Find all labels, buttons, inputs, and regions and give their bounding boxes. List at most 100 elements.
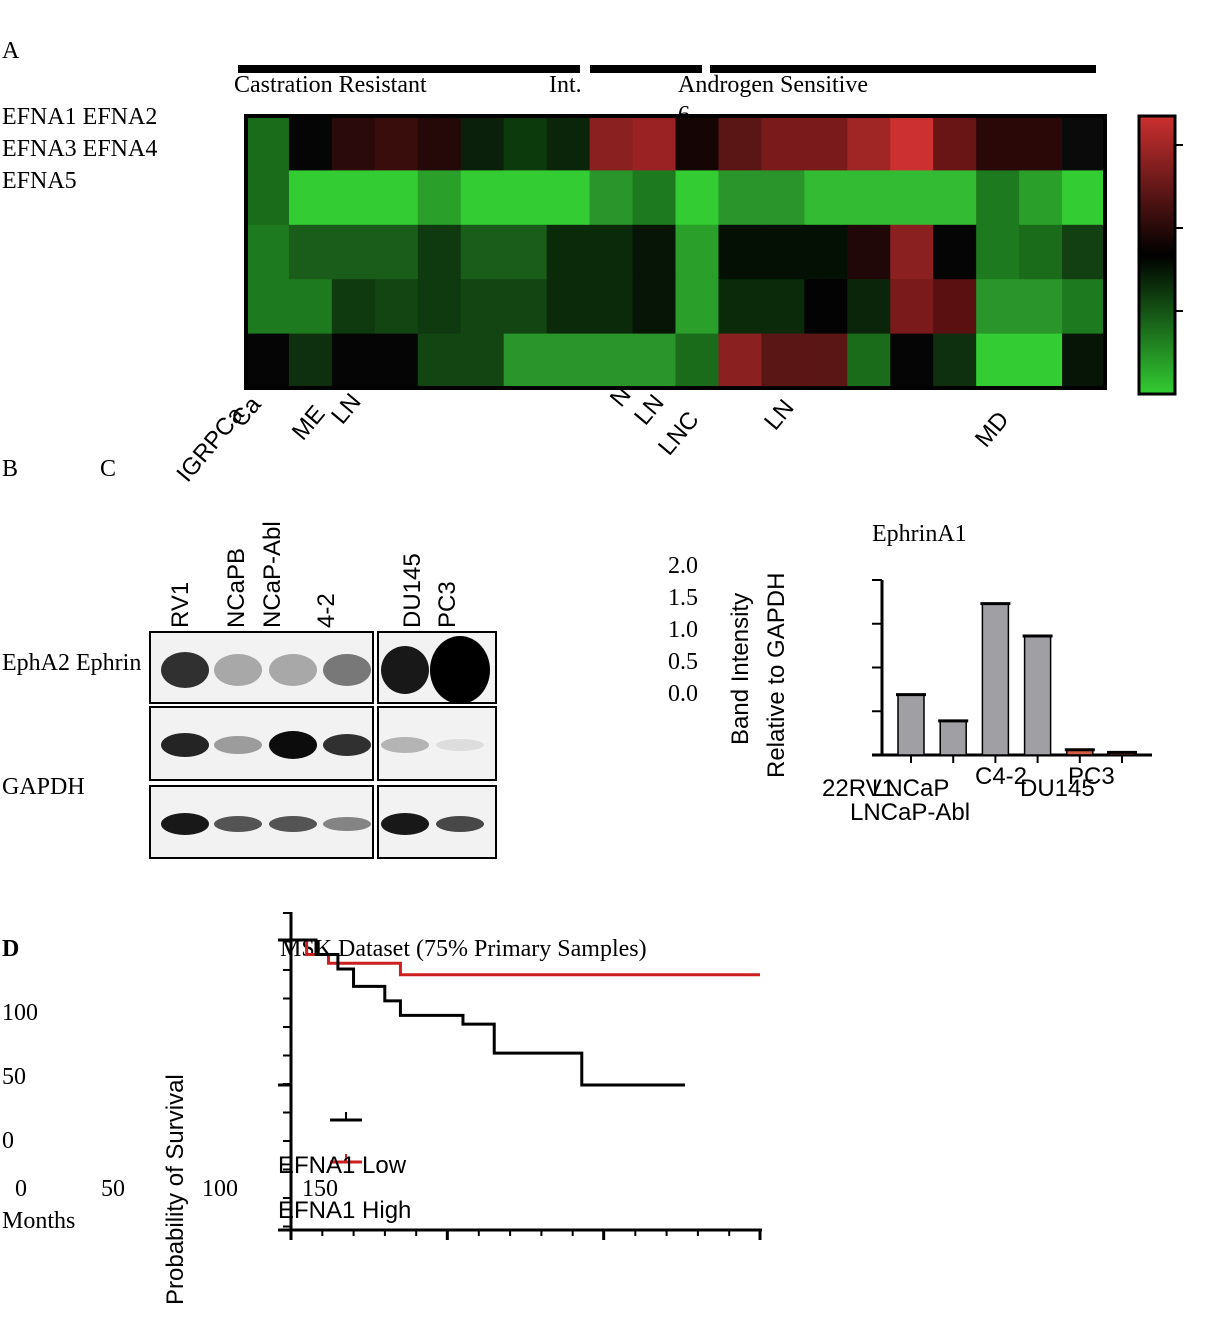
group-bar	[710, 65, 1096, 73]
heatmap-cell	[718, 279, 762, 335]
heatmap-cell	[288, 279, 333, 335]
color-bar-ticks	[1175, 144, 1183, 312]
heatmap-cell	[288, 333, 333, 389]
heatmap-cell	[288, 224, 333, 280]
heatmap-cell	[374, 224, 419, 280]
heatmap-cell	[761, 170, 805, 226]
heatmap-cell	[503, 170, 548, 226]
heatmap-cell	[1019, 279, 1063, 335]
heatmap-cell	[933, 170, 977, 226]
heatmap-cell	[632, 170, 676, 226]
heatmap-cell	[417, 116, 462, 171]
y-tick-label: 0	[2, 1128, 14, 1154]
heatmap-cell	[847, 116, 891, 171]
heatmap-cell	[331, 279, 376, 335]
x-tick-label: 150	[302, 1176, 338, 1202]
y-tick-label: 0.5	[668, 649, 698, 675]
heatmap-cell	[890, 116, 934, 171]
lane-label: 4-2	[313, 593, 340, 628]
blot-band	[323, 817, 371, 831]
heatmap-cell	[976, 279, 1020, 335]
heatmap-cell	[374, 170, 419, 226]
panel-label: B	[2, 456, 18, 482]
heatmap-cell	[933, 279, 977, 335]
heatmap-cell	[417, 333, 462, 389]
heatmap-cell	[374, 279, 419, 335]
heatmap-cell	[804, 333, 848, 389]
y-tick-label: 100	[2, 1000, 38, 1026]
x-tick-label: 0	[15, 1176, 27, 1202]
panel-label: C	[100, 456, 116, 482]
heatmap-cell	[503, 116, 548, 171]
heatmap-cell	[246, 333, 290, 389]
bar	[897, 693, 925, 756]
blot-band	[381, 737, 429, 753]
heatmap-cell	[1062, 116, 1106, 171]
heatmap-cell	[718, 224, 762, 280]
heatmap-cell	[503, 333, 548, 389]
heatmap-cell	[417, 224, 462, 280]
group-label: Androgen Sensitive	[678, 72, 868, 98]
sample-label: LN	[326, 389, 366, 430]
heatmap-cell	[331, 224, 376, 280]
blot-row-label: GAPDH	[2, 774, 85, 800]
heatmap-cell	[246, 224, 290, 280]
heatmap-cell	[460, 279, 505, 335]
heatmap-cell	[890, 333, 934, 389]
heatmap-cell	[933, 116, 977, 171]
heatmap-cell	[675, 116, 719, 171]
lane-label: PC3	[434, 581, 461, 628]
heatmap-cell	[761, 116, 805, 171]
heatmap-cell	[804, 224, 848, 280]
x-tick-label: 50	[101, 1176, 125, 1202]
blot-band	[269, 654, 317, 686]
heatmap-frame	[244, 114, 1107, 390]
heatmap-cell	[246, 170, 290, 226]
heatmap-cell	[761, 279, 805, 335]
heatmap-cell	[288, 116, 333, 171]
heatmap-cell	[804, 170, 848, 226]
color-bar	[1137, 114, 1177, 396]
x-tick-label: LNCaP-Abl	[850, 799, 970, 826]
heatmap-cell	[761, 333, 805, 389]
blot-band	[323, 654, 371, 686]
blot-band	[161, 733, 209, 757]
sample-label: LN	[759, 395, 799, 436]
heatmap-cell	[847, 279, 891, 335]
heatmap-cell	[589, 116, 634, 171]
blot-row-label: EphA2 Ephrin	[2, 650, 141, 676]
heatmap-cell	[933, 224, 977, 280]
bar-chart: EphrinA1 Band Intensity Relative to GAPDH 2…	[668, 521, 1152, 826]
heatmap-cell	[1062, 224, 1106, 280]
group-label: Int.	[549, 72, 582, 98]
blot-band	[161, 813, 209, 835]
blot-band	[430, 636, 490, 704]
panel-label: D	[2, 936, 19, 962]
heatmap-cell	[546, 333, 591, 389]
heatmap-cell	[246, 279, 290, 335]
heatmap-cell	[804, 116, 848, 171]
sample-label: ME	[287, 401, 331, 446]
heatmap-cell	[331, 170, 376, 226]
blot-band	[214, 816, 262, 832]
legend-label: EFNA1 High	[278, 1197, 411, 1224]
y-axis-label: Band Intensity	[727, 593, 754, 745]
heatmap-cell	[847, 333, 891, 389]
heatmap-cell	[718, 116, 762, 171]
lane-label: DU145	[399, 553, 426, 628]
blot-band	[269, 731, 317, 759]
heatmap-cell	[675, 170, 719, 226]
lane-label: NCaP-Abl	[259, 521, 286, 628]
heatmap-cell	[1062, 170, 1106, 226]
heatmap-cell	[546, 224, 591, 280]
gene-label: EFNA5	[2, 168, 77, 194]
heatmap-cell	[976, 333, 1020, 389]
x-tick-label: PC3	[1068, 763, 1115, 790]
heatmap-cell	[460, 116, 505, 171]
chart-title: EphrinA1	[872, 521, 967, 547]
heatmap-cell	[503, 224, 548, 280]
heatmap-cell	[847, 224, 891, 280]
x-tick-label: 22RV1	[822, 775, 895, 802]
gene-label: EFNA3 EFNA4	[2, 136, 157, 162]
